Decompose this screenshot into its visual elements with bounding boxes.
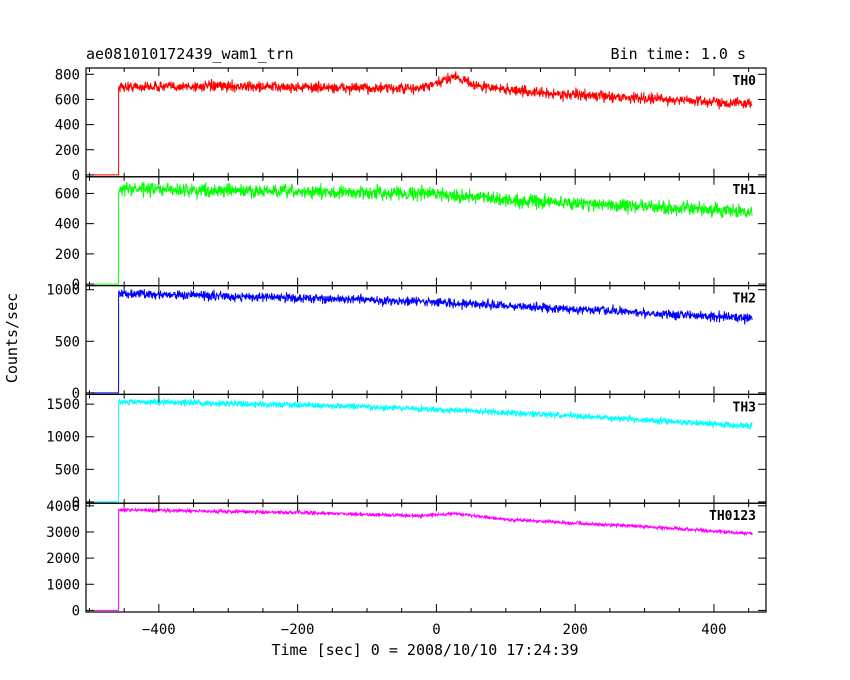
x-tick-label: 0 [432, 622, 440, 638]
y-tick-label: 600 [55, 186, 80, 202]
y-tick-label: 2000 [46, 551, 80, 567]
y-tick-label: 600 [55, 92, 80, 108]
panel-label-th0: TH0 [733, 74, 757, 89]
y-tick-label: 0 [72, 277, 80, 293]
panel-label-th3: TH3 [733, 400, 756, 415]
panels-group: 0 200 400 600 800 TH0 0 200 400 600 TH1 0 500 1000 TH2… [46, 67, 767, 638]
panel-label-th0123: TH0123 [709, 509, 756, 524]
y-tick-label: 1000 [46, 283, 80, 299]
series-line-th2 [92, 288, 753, 394]
y-tick-label: 800 [55, 67, 80, 83]
x-tick-label: −400 [142, 622, 176, 638]
y-tick-label: 200 [55, 143, 80, 159]
y-tick-label: 1000 [46, 577, 80, 593]
y-tick-label: 400 [55, 118, 80, 134]
y-tick-label: 1500 [46, 397, 80, 413]
series-line-th3 [92, 398, 753, 503]
series-line-th1 [92, 181, 753, 285]
y-tick-label: 500 [55, 334, 80, 350]
series-line-th0123 [92, 506, 753, 611]
y-axis-label: Counts/sec [3, 293, 21, 383]
y-tick-label: 500 [55, 462, 80, 478]
panel-frame-th3 [85, 393, 767, 504]
x-tick-label: −200 [281, 622, 315, 638]
x-tick-label: 400 [701, 622, 726, 638]
y-tick-label: 0 [72, 495, 80, 511]
chart-title: ae081010172439_wam1_trn [86, 45, 294, 63]
panel-label-th2: TH2 [733, 292, 756, 307]
y-tick-label: 0 [72, 168, 80, 184]
y-tick-label: 200 [55, 247, 80, 263]
y-tick-label: 1000 [46, 430, 80, 446]
x-axis-label: Time [sec] 0 = 2008/10/10 17:24:39 [271, 641, 578, 659]
y-tick-label: 3000 [46, 525, 80, 541]
y-tick-label: 400 [55, 217, 80, 233]
panel-frame-th0123 [85, 502, 767, 613]
y-tick-label: 4000 [46, 499, 80, 515]
series-line-th0 [92, 71, 753, 176]
y-tick-label: 0 [72, 603, 80, 619]
x-tick-label: 200 [563, 622, 588, 638]
y-tick-label: 0 [72, 386, 80, 402]
bin-time-label: Bin time: 1.0 s [611, 45, 746, 63]
panel-label-th1: TH1 [733, 183, 757, 198]
